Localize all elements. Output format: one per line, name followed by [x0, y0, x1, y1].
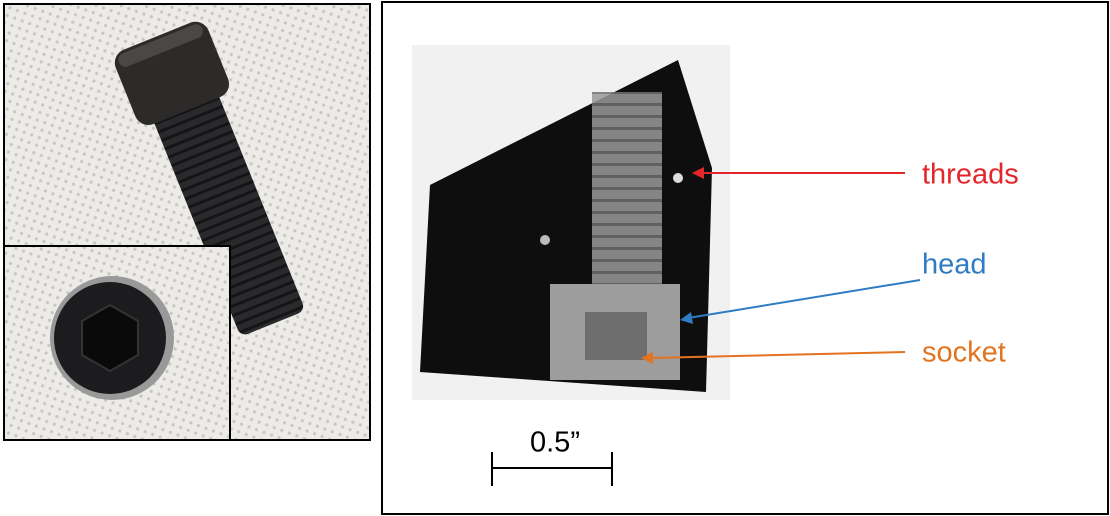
socket-label: socket	[922, 337, 1006, 369]
xray-image	[412, 45, 730, 400]
figure: threads head socket 0.5”	[0, 0, 1110, 516]
bolt-inset-photo	[4, 246, 230, 440]
scale-bar-label: 0.5”	[530, 427, 580, 459]
page: {"annotations": [ {"label": "threads", "…	[0, 0, 1110, 516]
head-label: head	[922, 249, 987, 281]
threads-label: threads	[922, 159, 1019, 191]
